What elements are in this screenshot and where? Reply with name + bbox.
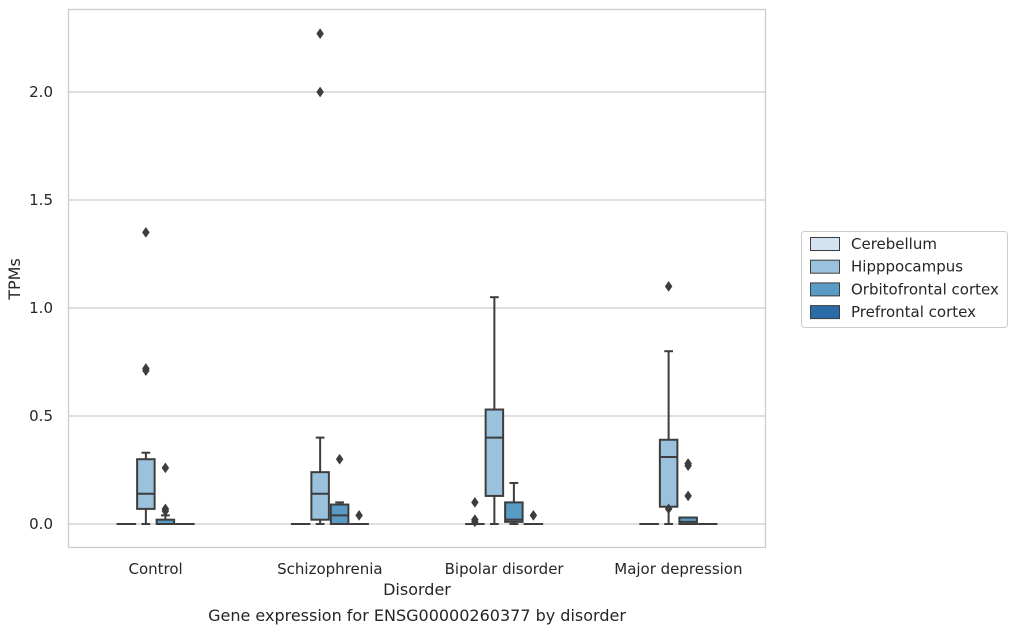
legend-swatch (810, 305, 840, 320)
box-body (484, 408, 505, 497)
outlier-point (142, 363, 150, 374)
box-orbitofrontal-cortex (678, 458, 698, 526)
box-orbitofrontal-cortex (329, 453, 350, 525)
legend-label: Cerebellum (851, 235, 937, 253)
legend-label: Orbitofrontal cortex (851, 280, 999, 298)
y-axis-label: TPMs (5, 258, 24, 301)
boxes (116, 28, 718, 528)
y-tick-label: 0.5 (29, 407, 53, 425)
outlier-point (316, 86, 324, 98)
y-tick-label: 1.5 (29, 191, 53, 209)
x-axis-label: Disorder (383, 580, 451, 599)
x-tick-label: Major depression (614, 560, 742, 578)
x-tick-labels: Control Schizophrenia Bipolar disorder Majo… (129, 560, 743, 578)
outlier-point (529, 509, 538, 521)
outlier-point (471, 516, 479, 528)
y-tick-label: 1.0 (29, 299, 53, 317)
legend-label: Prefrontal cortex (851, 303, 976, 321)
legend: Cerebellum Hipppocampus Orbitofrontal cort… (801, 231, 1008, 328)
y-tick-label: 2.0 (29, 83, 53, 101)
box-body (136, 458, 156, 510)
outlier-point (142, 226, 150, 238)
outlier-point (335, 453, 344, 465)
box-hipppocampus (658, 280, 679, 525)
legend-label: Hipppocampus (851, 258, 963, 276)
x-tick-label: Control (129, 560, 183, 578)
chart-caption: Gene expression for ENSG00000260377 by d… (208, 606, 626, 625)
box-cerebellum (465, 496, 485, 528)
legend-swatch (810, 282, 840, 297)
box-hipppocampus (310, 28, 330, 525)
outlier-point (161, 462, 170, 474)
box-orbitofrontal-cortex (155, 462, 176, 525)
outlier-point (684, 490, 692, 502)
box-hipppocampus (136, 226, 156, 525)
box-body (678, 516, 698, 526)
outlier-point (316, 28, 324, 40)
outlier-point (355, 509, 363, 521)
box-body (310, 471, 330, 521)
y-tick-label: 0.0 (29, 515, 53, 533)
box-orbitofrontal-cortex (504, 481, 524, 525)
box-body (329, 503, 350, 525)
outlier-point (471, 496, 479, 508)
outlier-point (664, 280, 673, 292)
outlier-point (161, 505, 170, 517)
outlier-point (684, 458, 692, 469)
box-body (658, 438, 679, 508)
legend-frame (801, 231, 1008, 328)
x-tick-label: Bipolar disorder (445, 560, 565, 578)
x-tick-label: Schizophrenia (277, 560, 382, 578)
box-hipppocampus (484, 296, 505, 525)
legend-swatch (810, 237, 840, 251)
plot-frame (67, 8, 767, 549)
legend-swatch (810, 259, 840, 274)
box-body (504, 501, 524, 523)
box-prefrontal-cortex (523, 509, 544, 526)
box-prefrontal-cortex (349, 509, 369, 526)
outlier-point (664, 503, 673, 515)
y-tick-labels: 0.0 0.5 1.0 1.5 2.0 (29, 83, 53, 533)
